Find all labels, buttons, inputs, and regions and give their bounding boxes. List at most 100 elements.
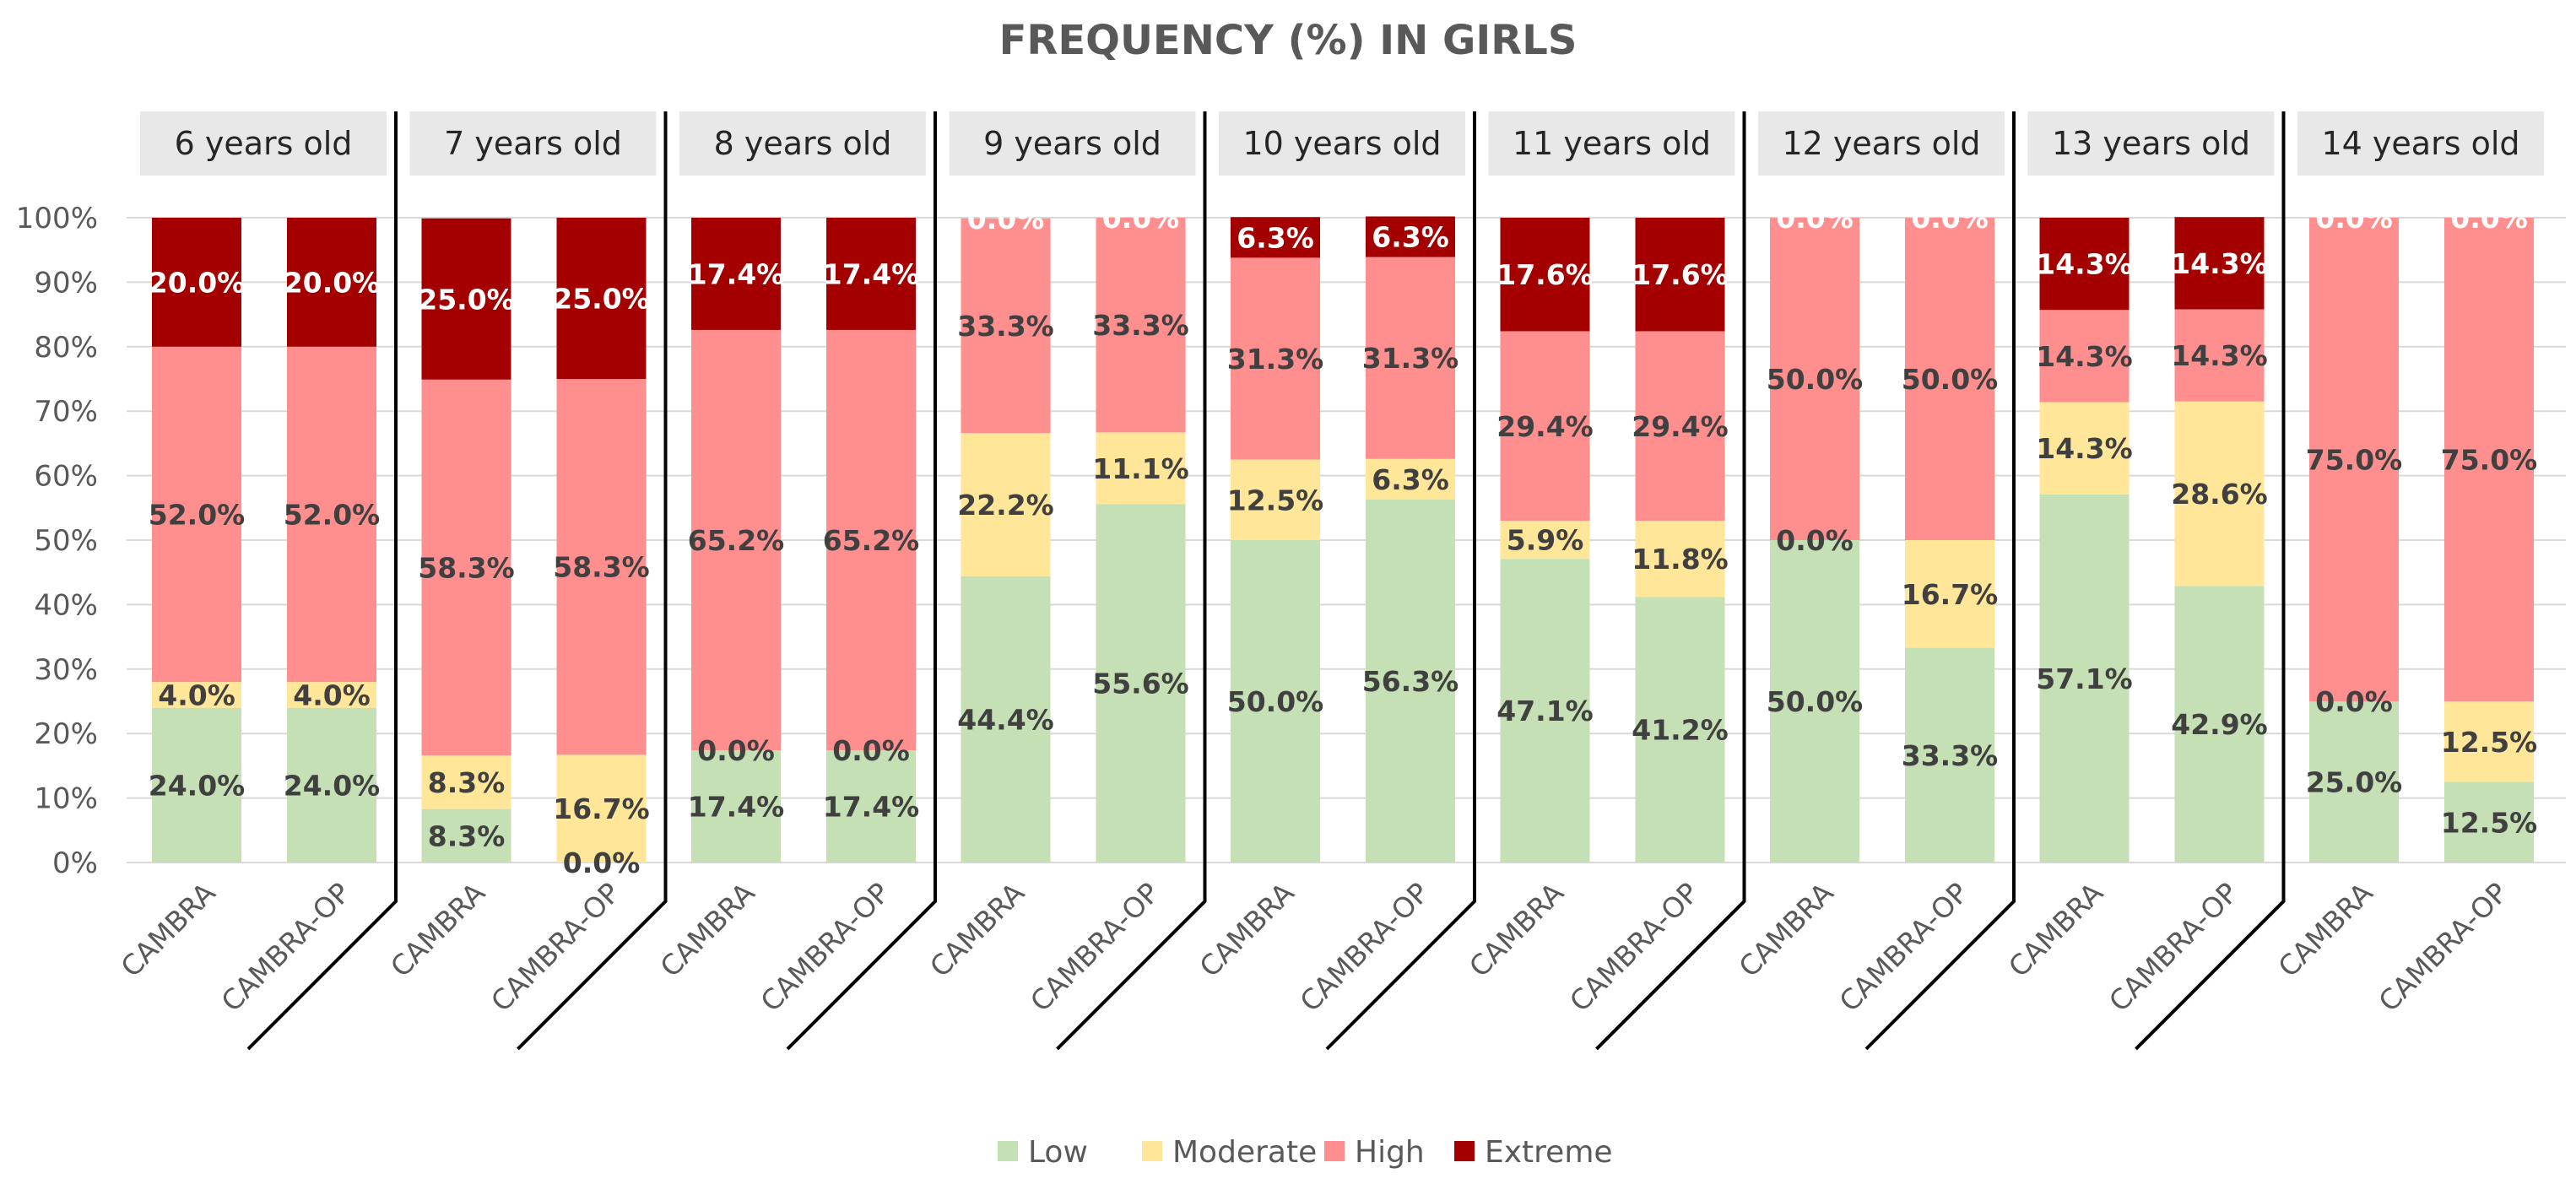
- data-label-low: 33.3%: [1902, 739, 1999, 772]
- x-tick-label: CAMBRA: [653, 876, 761, 984]
- data-label-moderate: 14.3%: [2036, 432, 2133, 465]
- data-label-low: 57.1%: [2036, 662, 2133, 695]
- bar-segment-moderate: [2444, 701, 2534, 782]
- data-label-extreme: 0.0%: [1911, 202, 1989, 235]
- x-tick-label: CAMBRA-OP: [1563, 876, 1705, 1018]
- bar-segment-high: [2309, 218, 2399, 701]
- bar-segment-extreme: [1635, 218, 1725, 332]
- bar-segment-moderate: [1500, 521, 1590, 560]
- bar-segment-high: [826, 329, 916, 751]
- data-label-moderate: 22.2%: [957, 489, 1054, 522]
- x-tick-label: CAMBRA-OP: [214, 876, 356, 1018]
- bar-segment-moderate: [287, 682, 376, 708]
- bar-segment-low: [1905, 647, 1994, 862]
- data-label-high: 75.0%: [2441, 444, 2538, 477]
- gridlines: [127, 217, 2566, 863]
- bar-segment-extreme: [826, 218, 916, 330]
- bar-segment-high: [691, 329, 781, 751]
- y-tick-label: 40%: [34, 588, 98, 622]
- data-label-low: 8.3%: [428, 819, 506, 852]
- group-header-label: 13 years old: [2052, 125, 2250, 162]
- data-label-low: 42.9%: [2171, 708, 2268, 741]
- bar-segment-high: [287, 346, 376, 683]
- x-tick-label: CAMBRA-OP: [484, 876, 626, 1018]
- bar-segment-moderate: [1231, 459, 1320, 540]
- y-tick-label: 20%: [34, 717, 98, 751]
- bar-segment-high: [1231, 257, 1320, 460]
- data-label-low: 47.1%: [1496, 695, 1594, 727]
- data-label-high: 33.3%: [957, 310, 1054, 343]
- group-header-label: 8 years old: [714, 125, 892, 162]
- data-label-extreme: 0.0%: [2450, 202, 2528, 235]
- legend: Low Moderate High Extreme: [998, 1135, 1613, 1170]
- data-label-low: 50.0%: [1227, 685, 1324, 718]
- data-label-high: 31.3%: [1227, 343, 1324, 376]
- data-label-extreme: 25.0%: [418, 283, 515, 316]
- data-label-moderate: 16.7%: [1902, 578, 1999, 611]
- data-label-extreme: 0.0%: [1776, 202, 1854, 235]
- x-tick-label: CAMBRA-OP: [1832, 876, 1974, 1018]
- chart-title: FREQUENCY (%) IN GIRLS: [999, 17, 1578, 64]
- bar-segment-high: [2174, 309, 2265, 402]
- data-label-extreme: 0.0%: [1102, 202, 1180, 235]
- legend-label-low: Low: [1028, 1135, 1088, 1170]
- bar-segment-low: [1500, 559, 1590, 862]
- x-tick-label: CAMBRA: [2002, 876, 2110, 984]
- data-label-extreme: 6.3%: [1372, 221, 1449, 254]
- y-tick-label: 0%: [52, 846, 98, 880]
- bar-segment-high: [1366, 257, 1455, 459]
- data-label-high: 58.3%: [553, 551, 650, 584]
- bar-segment-low: [2444, 781, 2534, 862]
- data-label-moderate: 5.9%: [1507, 524, 1584, 557]
- x-tick-label: CAMBRA-OP: [1293, 876, 1435, 1018]
- data-label-moderate: 0.0%: [2315, 685, 2393, 718]
- bar-segment-high: [2039, 310, 2130, 403]
- data-label-high: 58.3%: [418, 551, 515, 584]
- bar-segment-low: [2309, 701, 2399, 862]
- x-tick-label: CAMBRA-OP: [2372, 876, 2514, 1018]
- bar-segment-extreme: [2039, 218, 2130, 311]
- bar-segment-high: [1770, 218, 1859, 540]
- group-separator: [1864, 111, 2016, 1051]
- bar-segment-high: [1096, 218, 1186, 433]
- data-label-high: 50.0%: [1767, 363, 1864, 396]
- y-tick-label: 80%: [34, 331, 98, 365]
- data-label-low: 41.2%: [1632, 714, 1729, 747]
- y-tick-label: 100%: [16, 202, 98, 235]
- bar-segment-extreme: [152, 218, 241, 347]
- data-label-extreme: 0.0%: [967, 203, 1045, 235]
- group-header-box: [679, 111, 926, 176]
- x-tick-label: CAMBRA: [2271, 876, 2379, 984]
- bar-segment-high: [1500, 331, 1590, 522]
- bar-segment-moderate: [1096, 432, 1186, 505]
- data-label-low: 12.5%: [2441, 806, 2538, 839]
- data-label-moderate: 11.1%: [1092, 452, 1189, 485]
- data-label-high: 14.3%: [2036, 340, 2133, 373]
- data-label-high: 31.3%: [1362, 342, 1459, 375]
- data-label-high: 75.0%: [2306, 444, 2403, 477]
- y-axis: 0% 10% 20% 30% 40% 50% 60% 70% 80% 90% 100%: [16, 202, 98, 880]
- bar-segment-extreme: [287, 218, 376, 347]
- y-tick-label: 60%: [34, 460, 98, 494]
- group-header-box: [1488, 111, 1735, 176]
- group-separator: [786, 111, 937, 1051]
- bar-segment-high: [1905, 218, 1994, 540]
- data-label-extreme: 20.0%: [284, 266, 381, 299]
- bar-segment-moderate: [421, 755, 511, 809]
- group-header-box: [2297, 111, 2544, 176]
- legend-swatch-low: [998, 1141, 1018, 1161]
- bar-segment-extreme: [556, 218, 647, 379]
- data-label-moderate: 8.3%: [428, 766, 506, 799]
- group-separator: [1595, 111, 1746, 1051]
- data-label-extreme: 0.0%: [2315, 202, 2393, 235]
- group-separator: [1056, 111, 1207, 1051]
- data-label-high: 33.3%: [1092, 309, 1189, 342]
- group-header-label: 6 years old: [175, 125, 353, 162]
- data-label-low: 25.0%: [2306, 766, 2403, 799]
- y-tick-label: 50%: [34, 524, 98, 558]
- group-header-label: 7 years old: [444, 125, 622, 162]
- data-label-low: 0.0%: [563, 846, 641, 879]
- data-label-high: 65.2%: [823, 524, 920, 557]
- data-label-low: 44.4%: [957, 703, 1054, 736]
